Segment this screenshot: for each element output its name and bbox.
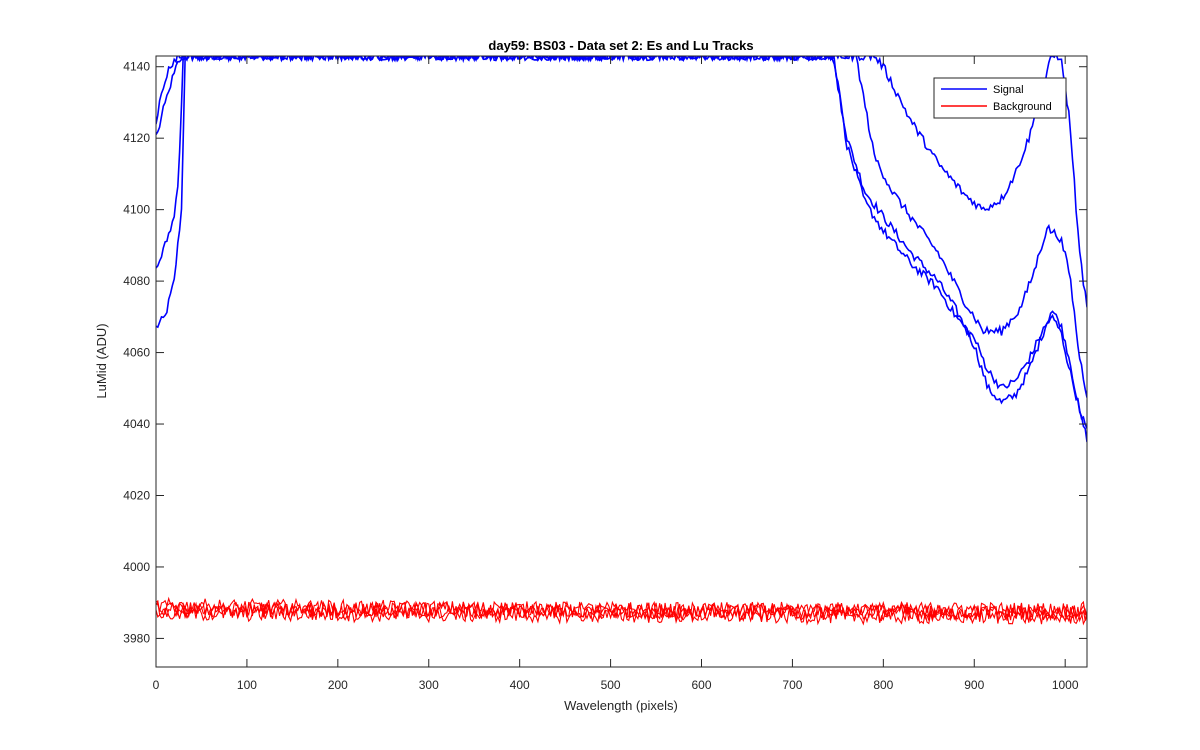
- y-tick-label: 4080: [123, 274, 150, 288]
- x-tick-label: 700: [782, 678, 802, 692]
- y-tick-label: 3980: [123, 631, 150, 645]
- legend-signal-label: Signal: [993, 84, 1024, 96]
- x-tick-label: 600: [691, 678, 711, 692]
- series-background: [156, 596, 1087, 626]
- x-tick-label: 200: [328, 678, 348, 692]
- x-tick-label: 0: [153, 678, 160, 692]
- x-tick-label: 100: [237, 678, 257, 692]
- x-tick-label: 1000: [1052, 678, 1079, 692]
- x-tick-label: 300: [419, 678, 439, 692]
- series-layer: [156, 56, 1087, 626]
- y-axis-label: LuMid (ADU): [94, 323, 109, 398]
- y-tick-label: 4060: [123, 346, 150, 360]
- x-tick-label: 900: [964, 678, 984, 692]
- plot-area: [156, 56, 1087, 667]
- x-tick-label: 400: [510, 678, 530, 692]
- series-signal: [156, 56, 1087, 443]
- background-track-4: [156, 600, 1087, 623]
- background-track-2: [156, 600, 1087, 620]
- signal-track-2: [156, 56, 1087, 429]
- legend-background-label: Background: [993, 101, 1052, 113]
- legend-box: [933, 77, 1067, 119]
- y-tick-label: 4140: [123, 60, 150, 74]
- signal-track-4: [156, 56, 1087, 308]
- axes-layer: 0 100 200 300 400 500 600 700 800 900 1000 3980 4000…: [123, 55, 1088, 692]
- y-tick-label: 4020: [123, 488, 150, 502]
- x-tick-label: 800: [873, 678, 893, 692]
- y-tick-label: 4120: [123, 131, 150, 145]
- x-tick-label: 500: [601, 678, 621, 692]
- axes-box: [155, 55, 1088, 668]
- y-tick-label: 4000: [123, 560, 150, 574]
- legend: Signal Background: [933, 77, 1067, 119]
- chart-title: day59: BS03 - Data set 2: Es and Lu Trac…: [488, 38, 753, 53]
- y-tick-label: 4100: [123, 203, 150, 217]
- background-track-1: [156, 596, 1087, 622]
- x-axis-label: Wavelength (pixels): [564, 698, 678, 713]
- signal-track-3: [156, 56, 1087, 398]
- y-tick-label: 4040: [123, 417, 150, 431]
